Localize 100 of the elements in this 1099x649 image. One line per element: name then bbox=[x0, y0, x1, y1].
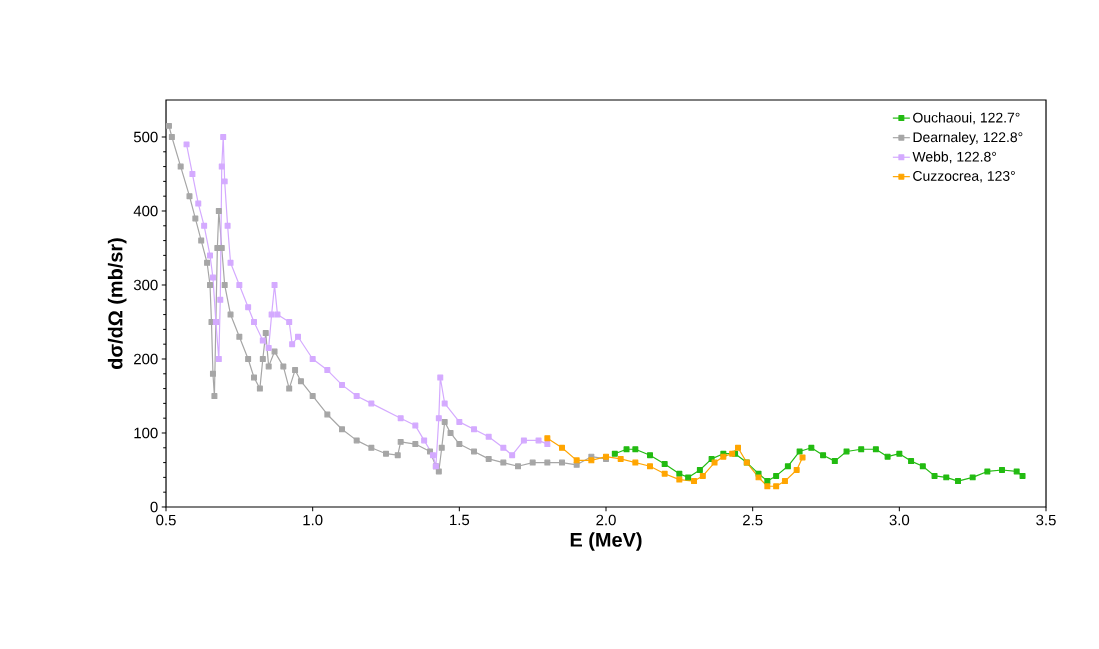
point bbox=[353, 437, 360, 444]
y-tick-label: 0 bbox=[150, 501, 158, 513]
point bbox=[843, 448, 850, 455]
point bbox=[456, 441, 463, 448]
point bbox=[685, 474, 692, 481]
legend-label: Webb, 122.8° bbox=[912, 151, 997, 164]
point bbox=[471, 426, 477, 433]
point bbox=[192, 215, 199, 222]
point bbox=[573, 457, 580, 464]
point bbox=[955, 478, 961, 485]
point bbox=[884, 453, 891, 460]
point bbox=[186, 193, 193, 200]
point bbox=[784, 463, 791, 470]
x-tick-label: 2.0 bbox=[596, 514, 616, 526]
y-tick-label: 400 bbox=[133, 205, 158, 217]
point bbox=[165, 122, 172, 129]
point bbox=[271, 348, 278, 355]
x-tick-label: 2.5 bbox=[743, 514, 763, 526]
point bbox=[544, 435, 551, 442]
point bbox=[676, 470, 683, 477]
point bbox=[456, 418, 463, 425]
point bbox=[1013, 468, 1020, 475]
point bbox=[793, 466, 800, 473]
x-tick-label: 3.0 bbox=[889, 514, 910, 526]
point bbox=[500, 459, 507, 466]
point bbox=[251, 318, 257, 325]
point bbox=[500, 444, 507, 451]
point bbox=[984, 468, 991, 475]
point bbox=[207, 252, 213, 259]
point bbox=[535, 437, 542, 444]
point bbox=[195, 200, 202, 207]
point bbox=[896, 450, 903, 457]
point bbox=[441, 418, 448, 425]
point bbox=[271, 282, 278, 288]
point bbox=[437, 374, 444, 381]
point bbox=[309, 392, 316, 399]
point bbox=[198, 237, 205, 244]
point bbox=[872, 446, 879, 453]
point bbox=[236, 333, 243, 340]
point bbox=[177, 163, 184, 170]
point bbox=[908, 458, 915, 465]
point bbox=[676, 476, 683, 483]
point bbox=[699, 472, 706, 479]
x-tick-label: 1.5 bbox=[450, 514, 470, 526]
point bbox=[201, 222, 208, 229]
point bbox=[265, 363, 272, 370]
point bbox=[397, 415, 404, 422]
point bbox=[221, 282, 228, 288]
point bbox=[931, 472, 938, 479]
point bbox=[438, 444, 445, 451]
point bbox=[796, 448, 803, 455]
legend-label: Cuzzocrea, 123° bbox=[913, 171, 1015, 183]
point bbox=[209, 370, 216, 377]
point bbox=[204, 259, 211, 266]
point bbox=[429, 452, 436, 459]
point bbox=[256, 385, 263, 392]
legend-label: Dearnaley, 122.8° bbox=[913, 131, 1023, 145]
point bbox=[218, 163, 225, 170]
point bbox=[632, 446, 639, 453]
point bbox=[808, 444, 815, 451]
y-tick-label: 200 bbox=[134, 353, 158, 365]
point bbox=[773, 483, 780, 490]
point bbox=[781, 478, 788, 485]
point bbox=[435, 415, 442, 422]
point bbox=[969, 474, 976, 481]
point bbox=[168, 134, 175, 140]
point bbox=[221, 178, 228, 185]
point bbox=[265, 344, 272, 351]
point bbox=[220, 134, 227, 140]
point bbox=[647, 452, 653, 459]
point bbox=[773, 472, 780, 479]
x-tick-label: 0.5 bbox=[156, 514, 176, 526]
point bbox=[919, 463, 926, 470]
point bbox=[559, 444, 565, 451]
point bbox=[509, 452, 516, 459]
x-tick-label: 1.0 bbox=[303, 514, 323, 526]
point bbox=[412, 422, 419, 429]
point bbox=[353, 392, 360, 399]
point bbox=[412, 441, 419, 448]
point bbox=[858, 446, 865, 453]
point bbox=[735, 444, 741, 451]
point bbox=[274, 311, 281, 318]
point bbox=[696, 466, 703, 473]
point bbox=[799, 454, 806, 461]
point bbox=[183, 141, 190, 148]
point bbox=[324, 367, 331, 374]
point bbox=[559, 459, 565, 466]
point bbox=[289, 341, 296, 348]
point bbox=[227, 311, 234, 318]
point bbox=[764, 483, 771, 490]
point bbox=[207, 282, 213, 288]
point bbox=[394, 452, 401, 459]
point bbox=[691, 478, 697, 485]
point bbox=[295, 333, 301, 340]
point bbox=[368, 400, 375, 407]
point bbox=[339, 381, 345, 388]
point bbox=[286, 385, 293, 392]
point bbox=[623, 446, 630, 453]
point bbox=[1019, 472, 1026, 479]
point bbox=[324, 411, 331, 418]
